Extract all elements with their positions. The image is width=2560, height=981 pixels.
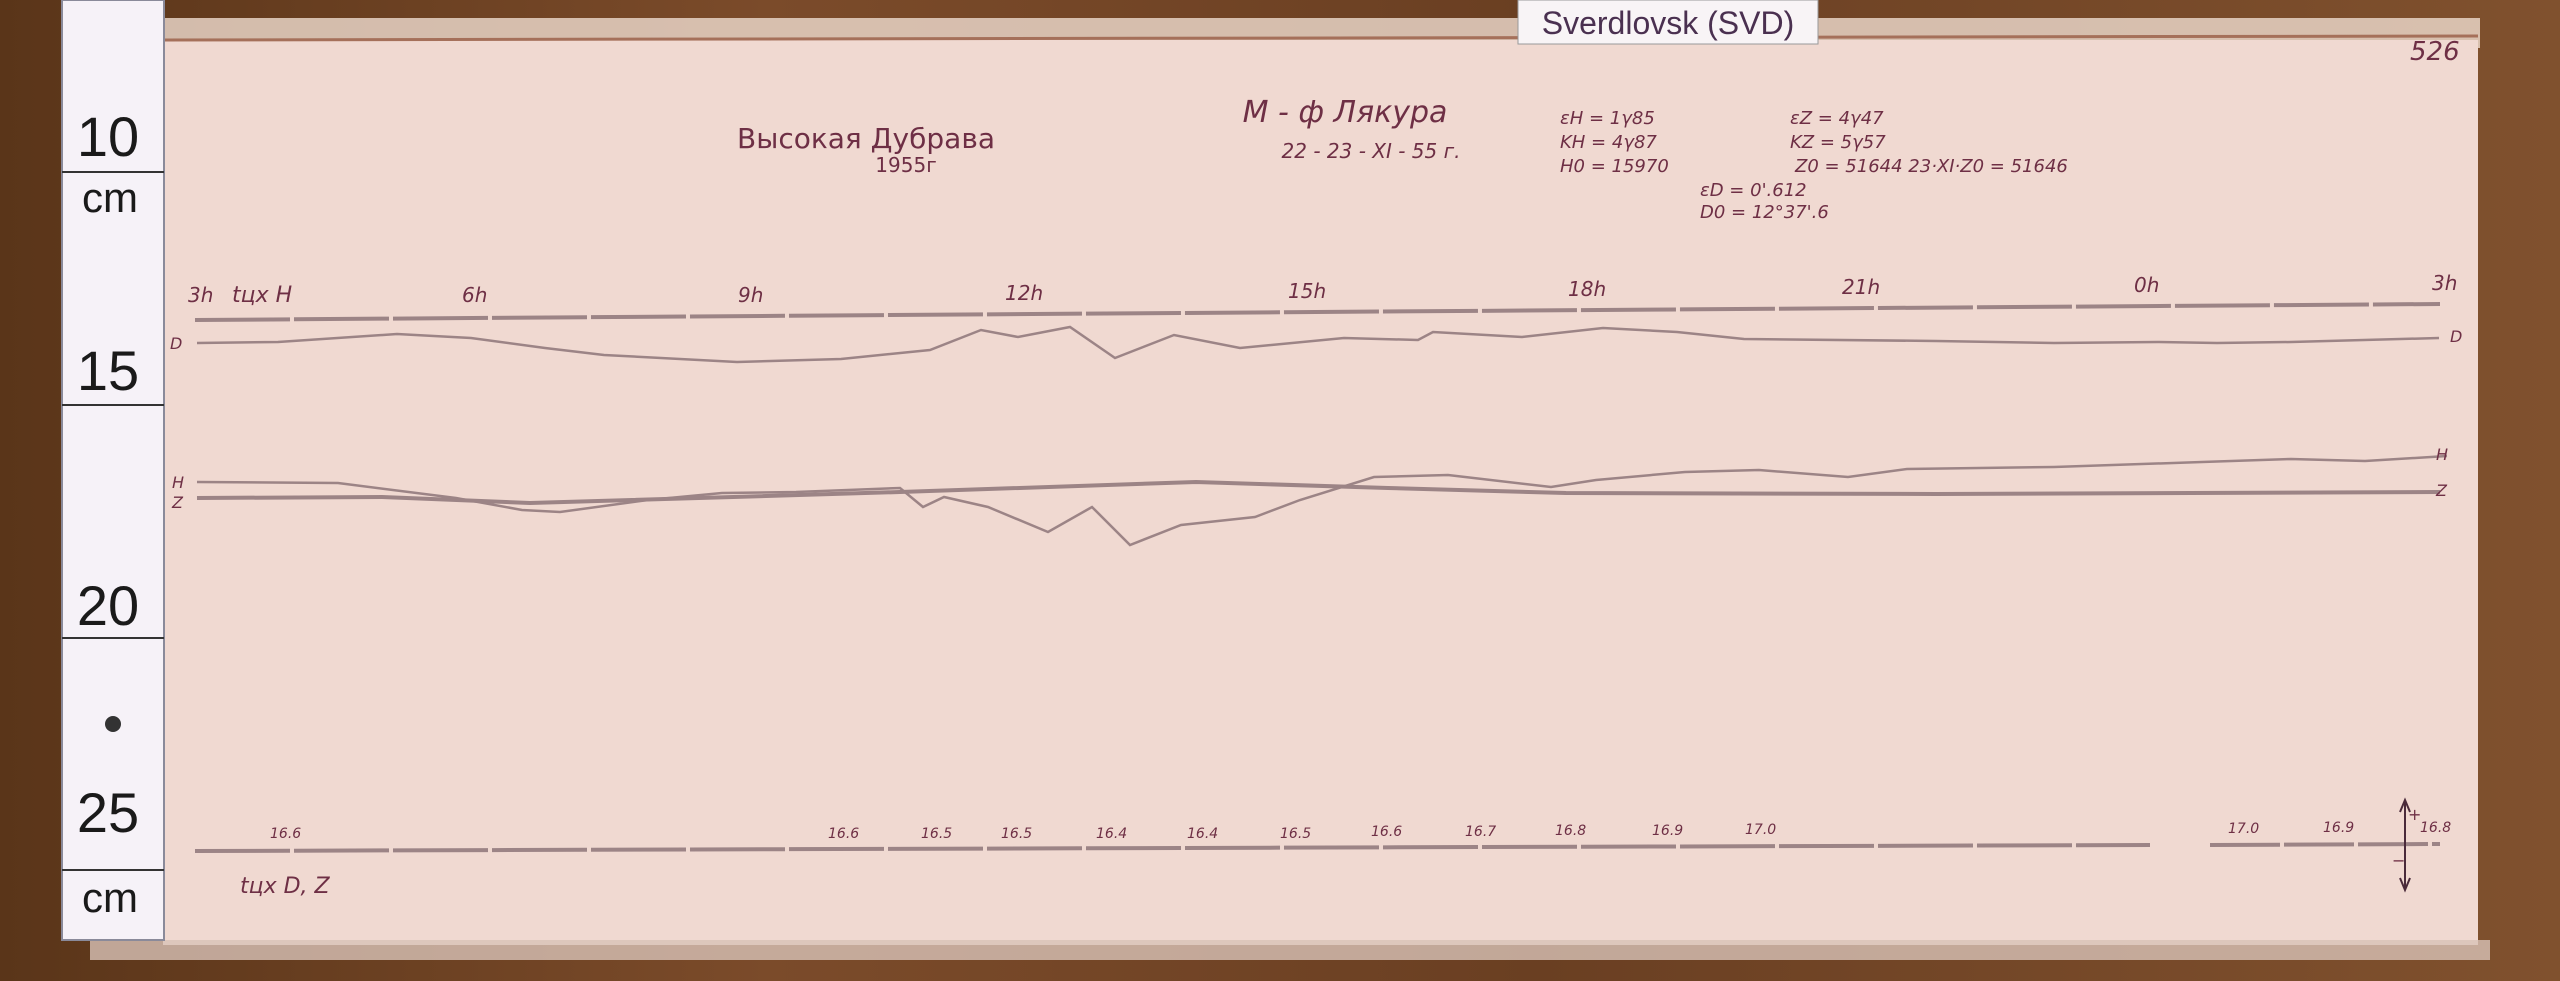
time-label: 9h bbox=[738, 283, 763, 307]
bottom-holder bbox=[90, 940, 2490, 960]
observer: М - ф Лякура bbox=[1243, 95, 1448, 130]
time-label: 3h bbox=[188, 283, 213, 307]
time-label: 18h bbox=[1568, 277, 1606, 301]
k-h: KH = 4γ87 bbox=[1560, 132, 1657, 153]
temp-reading: 16.4 bbox=[1096, 826, 1127, 842]
station-tag bbox=[1517, 0, 1819, 45]
temp-reading: 16.6 bbox=[1371, 824, 1402, 840]
z0: Z0 = 51644 23·XI·Z0 = 51646 bbox=[1794, 156, 2068, 177]
time-label: 12h bbox=[1005, 281, 1043, 305]
time-label: 6h bbox=[462, 283, 487, 307]
sheet-number: 526 bbox=[2410, 37, 2460, 67]
ruler-mark-15: 15 bbox=[77, 339, 139, 402]
temp-reading: 16.5 bbox=[1001, 826, 1032, 842]
time-axis: 3h 6h 9h 12h 15h 18h 21h 0h 3h tцх H bbox=[188, 271, 2457, 308]
year: 1955г bbox=[875, 153, 936, 177]
temp-baseline bbox=[194, 843, 2151, 853]
temp-reading: 16.8 bbox=[1555, 823, 1586, 839]
temp-reading: 17.0 bbox=[1745, 822, 1776, 838]
temp-reading: 16.6 bbox=[270, 826, 301, 842]
d0: D0 = 12°37'.6 bbox=[1700, 202, 1829, 223]
ruler-mark-20: 20 bbox=[77, 574, 139, 637]
time-label: 15h bbox=[1288, 279, 1326, 303]
scale-minus: − bbox=[2392, 851, 2405, 870]
time-mark-line bbox=[194, 302, 2441, 322]
paper-edge bbox=[162, 34, 2479, 42]
time-label: 3h bbox=[2432, 271, 2457, 295]
d-label-left: D bbox=[170, 334, 182, 353]
temp-label-bottom: tцх D, Z bbox=[240, 874, 331, 899]
temp-reading: 16.4 bbox=[1187, 826, 1218, 842]
z-trace bbox=[196, 479, 2441, 506]
temp-label-top: tцх H bbox=[232, 283, 292, 308]
temp-reading: 16.8 bbox=[2420, 820, 2451, 836]
scale-arrow-icon bbox=[2399, 797, 2411, 893]
ruler-mark-25: 25 bbox=[77, 781, 139, 844]
temp-reading: 16.5 bbox=[921, 826, 952, 842]
ruler-hole bbox=[105, 716, 121, 732]
temp-reading: 17.0 bbox=[2228, 821, 2259, 837]
station-name: Высокая Дубрава bbox=[737, 122, 995, 155]
eps-d: εD = 0'.612 bbox=[1700, 180, 1807, 201]
z-label-left: Z bbox=[171, 493, 184, 512]
eps-h: εH = 1γ85 bbox=[1560, 108, 1655, 129]
z-label-right: Z bbox=[2435, 481, 2448, 500]
temp-reading: 16.6 bbox=[828, 826, 859, 842]
d-label-right: D bbox=[2450, 327, 2462, 346]
time-label: 21h bbox=[1842, 275, 1880, 299]
station-tag-text: Sverdlovsk (SVD) bbox=[1542, 5, 1795, 41]
h0: H0 = 15970 bbox=[1560, 156, 1669, 177]
k-z: KZ = 5γ57 bbox=[1790, 132, 1886, 153]
h-label-left: H bbox=[172, 473, 184, 492]
scale-plus: + bbox=[2408, 805, 2421, 824]
temp-reading: 16.7 bbox=[1465, 824, 1496, 840]
ruler-unit: cm bbox=[82, 874, 138, 921]
ruler: 10 cm 15 20 25 cm bbox=[61, 0, 165, 941]
eps-z: εZ = 4γ47 bbox=[1790, 108, 1884, 129]
ruler-unit: cm bbox=[82, 174, 138, 221]
d-trace bbox=[196, 325, 2440, 364]
ruler-mark-10: 10 bbox=[77, 105, 139, 168]
temp-reading: 16.9 bbox=[1652, 823, 1683, 839]
temperature-readings: 16.6 16.6 16.5 16.5 16.4 16.4 16.5 16.6 … bbox=[270, 820, 2451, 842]
h-label-right: H bbox=[2436, 445, 2448, 464]
temp-baseline-end bbox=[2209, 842, 2441, 847]
temp-reading: 16.5 bbox=[1280, 826, 1311, 842]
temp-reading: 16.9 bbox=[2323, 820, 2354, 836]
record-date: 22 - 23 - XI - 55 г. bbox=[1282, 139, 1461, 163]
time-label: 0h bbox=[2134, 273, 2159, 297]
